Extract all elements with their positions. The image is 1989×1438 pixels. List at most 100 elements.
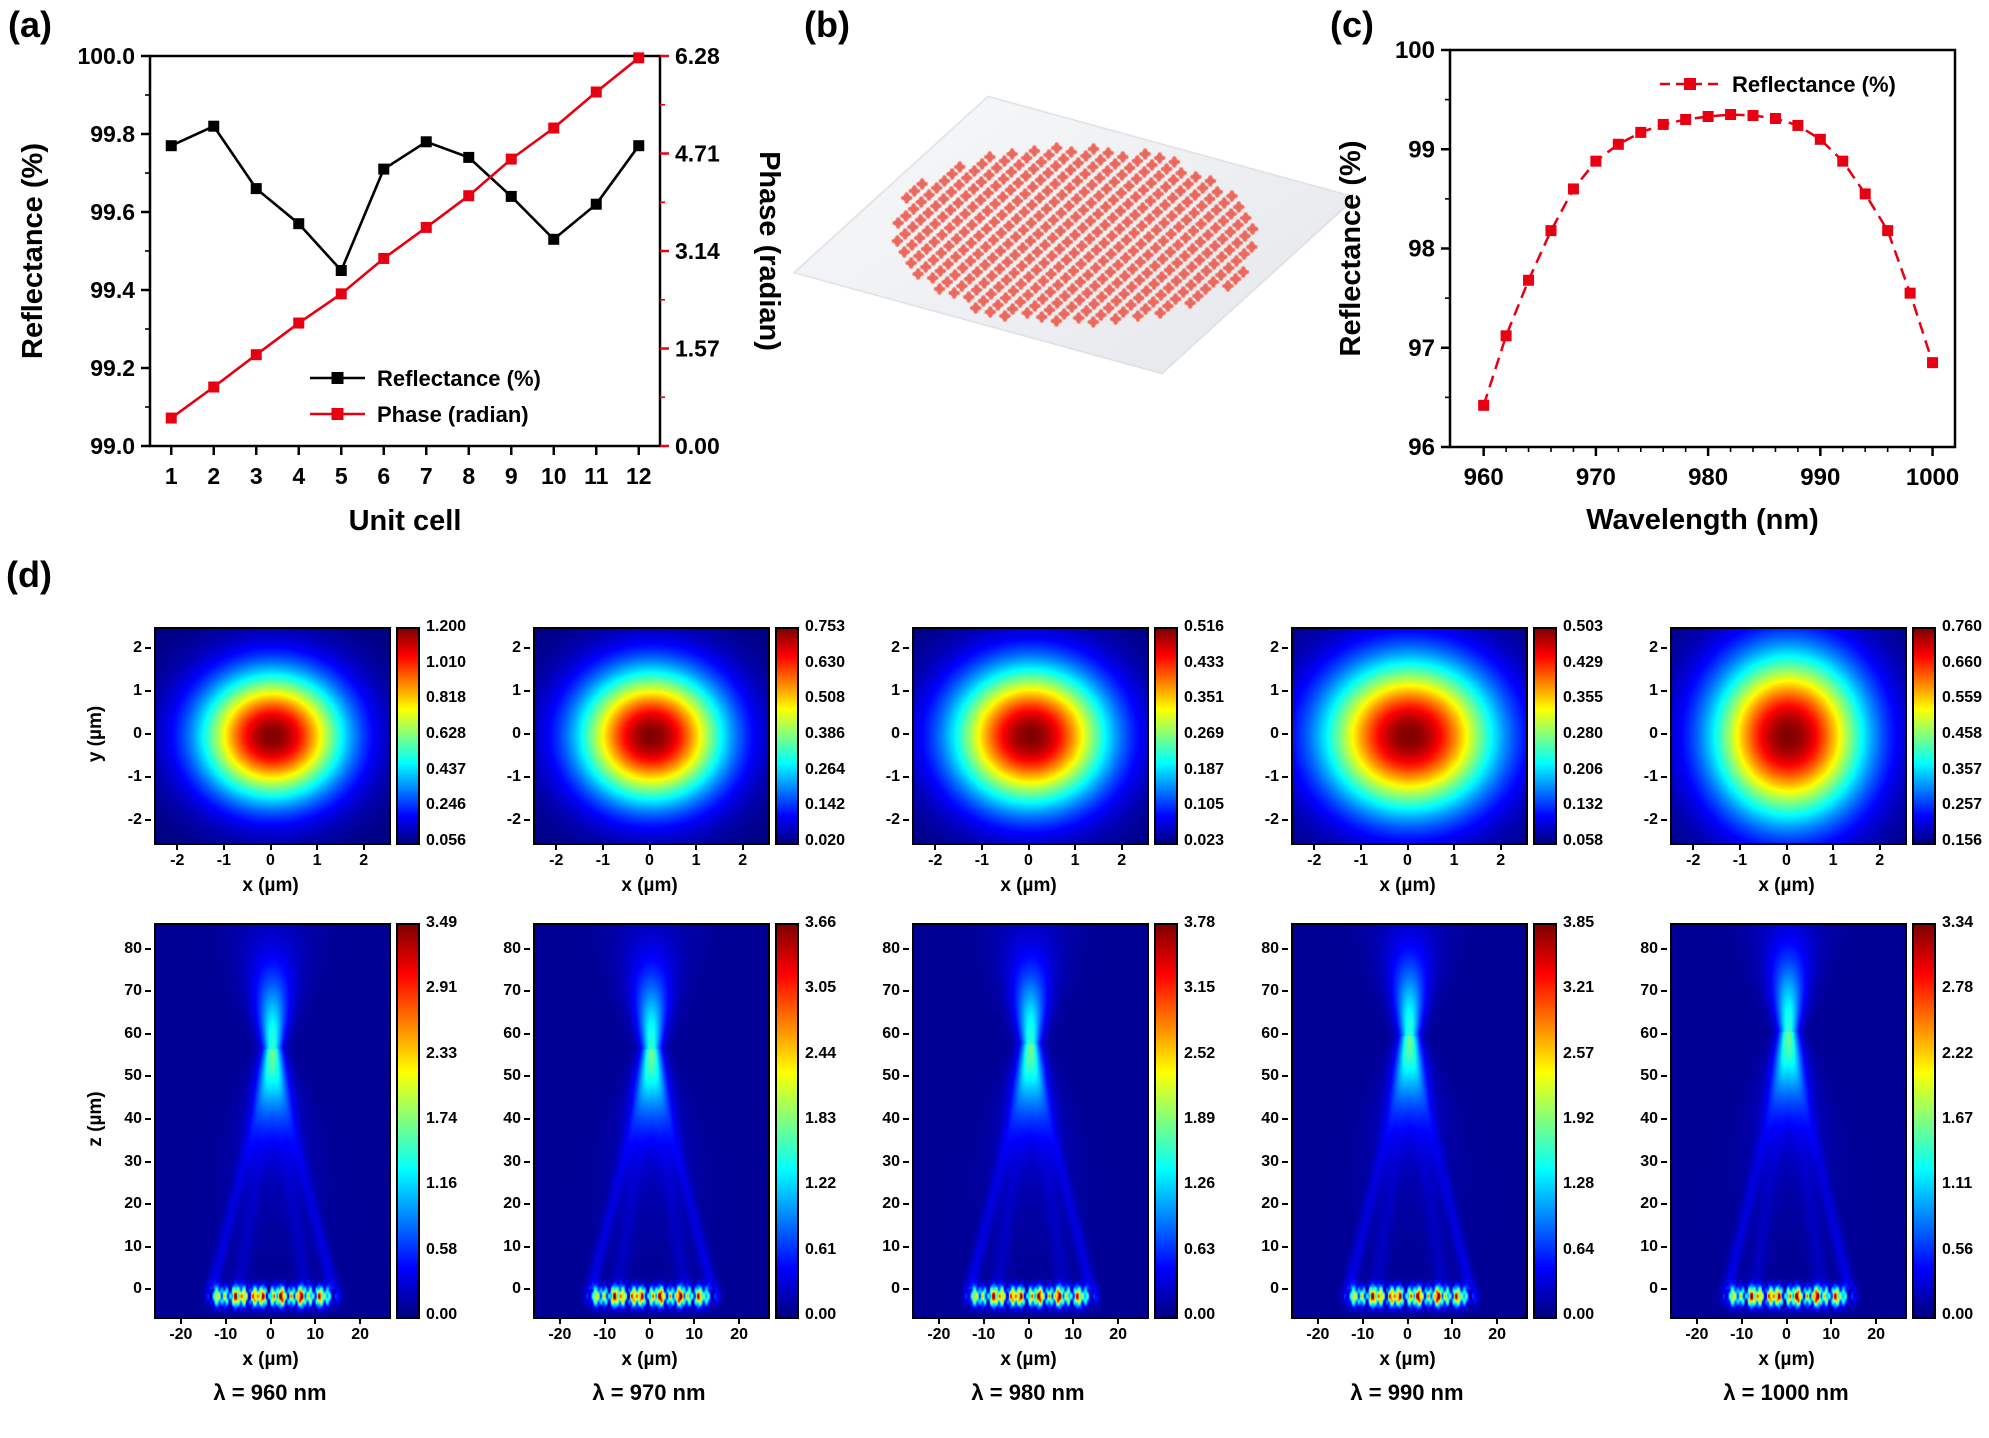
x-tick-label: -10 — [1351, 1326, 1375, 1343]
xz-colorbar — [1533, 923, 1557, 1319]
y-tick — [145, 1075, 151, 1078]
y-tick — [1661, 1203, 1667, 1206]
colorbar-tick-label: 0.508 — [805, 689, 846, 707]
colorbar-tick-label: 0.503 — [1563, 618, 1604, 635]
legend-marker — [331, 408, 344, 420]
xy-heatmap-canvas — [154, 627, 391, 845]
series-marker — [165, 412, 177, 424]
y-tick-label: 20 — [124, 1195, 142, 1213]
x-axis-tick-label: 3 — [250, 463, 263, 489]
colorbar-tick-label: 3.85 — [1563, 914, 1595, 931]
y-tick — [145, 775, 151, 778]
y-tick — [903, 1160, 909, 1163]
y-axis-tick-label: 100 — [1395, 37, 1435, 64]
y-tick-label: 10 — [1640, 1237, 1658, 1255]
x-tick-label: -10 — [214, 1326, 238, 1343]
y-tick — [1282, 1118, 1288, 1120]
plot-frame — [1448, 48, 1957, 449]
x-tick — [648, 844, 651, 850]
xz-heatmap-canvas — [912, 923, 1149, 1319]
y-tick-label: 2 — [512, 639, 521, 657]
x-tick-label: 20 — [1867, 1326, 1885, 1343]
y-tick-label: 30 — [882, 1152, 900, 1170]
x-tick — [1875, 1318, 1878, 1324]
colorbar-tick-label: 0.105 — [1184, 796, 1225, 814]
y-tick-label: 50 — [124, 1067, 142, 1085]
x-tick — [603, 1318, 606, 1324]
x-tick — [1316, 1318, 1319, 1324]
y-tick-label: -1 — [506, 767, 521, 785]
colorbar-tick-label: 0.386 — [805, 725, 846, 742]
y-tick-label: 1 — [891, 682, 900, 700]
y-tick-label: 60 — [1261, 1024, 1279, 1042]
series-marker — [1567, 183, 1579, 195]
colorbar-tick-label: 0.559 — [1942, 689, 1983, 707]
x-tick-label: -20 — [1306, 1326, 1330, 1343]
colorbar-tick-label: 0.429 — [1563, 653, 1604, 671]
colorbar-tick-label: 0.280 — [1563, 725, 1604, 742]
x-axis-label: x (µm) — [1000, 875, 1057, 896]
colorbar-tick-label: 0.132 — [1563, 796, 1604, 814]
x-tick — [1878, 844, 1881, 850]
y-tick — [1282, 1032, 1288, 1035]
heatmap-column: -2 -1 0 1 2 -2 -1 0 1 2 x (µm) 0.503 0.429 0.355 0.280… — [1233, 585, 1612, 1438]
colorbar-tick-label: 0.818 — [426, 689, 467, 707]
x-tick-label: 2 — [738, 852, 748, 869]
x-axis-label: x (µm) — [621, 1349, 678, 1370]
x-tick — [269, 1318, 272, 1324]
y-tick-label: 10 — [503, 1237, 521, 1255]
series-line — [170, 56, 640, 420]
legend-label: Reflectance (%) — [1732, 72, 1896, 97]
y-tick — [903, 1245, 909, 1248]
x-tick-label: -1 — [216, 852, 231, 869]
x-tick — [179, 1318, 182, 1324]
x-tick — [1072, 1318, 1075, 1324]
xz-heatmap-canvas — [533, 923, 770, 1319]
series-marker — [378, 252, 390, 264]
y-tick-label: 50 — [503, 1067, 521, 1085]
left-axis-tick-label: 99.4 — [90, 277, 135, 303]
y-tick-label: 30 — [1640, 1152, 1658, 1170]
x-tick-label: 0 — [1024, 1326, 1033, 1343]
series-marker — [1612, 138, 1624, 150]
colorbar-tick-label: 2.44 — [805, 1044, 837, 1062]
x-tick — [222, 844, 225, 850]
x-tick-label: 2 — [1117, 852, 1127, 869]
x-tick-label: 20 — [1488, 1326, 1506, 1343]
colorbar-tick-label: 0.156 — [1942, 832, 1983, 849]
series-marker — [293, 317, 305, 329]
colorbar-tick-label: 0.058 — [1563, 832, 1604, 849]
y-tick-label: 1 — [1649, 682, 1658, 700]
panel-c-chart: 96 97 98 99 100 960 970 980 990 1000 Reflectance (… — [1335, 37, 1959, 536]
x-axis-tick-label: 970 — [1576, 464, 1616, 491]
x-tick — [937, 1318, 940, 1324]
y-tick-label: -1 — [127, 767, 142, 785]
x-axis-label: x (µm) — [621, 875, 678, 896]
x-tick — [1451, 1318, 1454, 1324]
y-tick-label: 20 — [882, 1195, 900, 1213]
right-axis-tick-label: 6.28 — [675, 43, 720, 69]
wavelength-label: λ = 1000 nm — [1723, 1380, 1849, 1405]
x-tick — [1785, 844, 1788, 850]
y-axis-label: z (µm) — [85, 1091, 106, 1147]
wavelength-label: λ = 990 nm — [1350, 1380, 1464, 1405]
x-tick-label: 0 — [1403, 852, 1412, 869]
y-tick-label: 2 — [891, 639, 900, 657]
y-tick-label: 80 — [1640, 939, 1658, 957]
y-tick-label: -1 — [1264, 767, 1279, 785]
y-tick-label: 10 — [882, 1237, 900, 1255]
x-tick-label: -2 — [928, 852, 943, 869]
x-tick-label: -1 — [974, 852, 989, 869]
y-tick — [1282, 1075, 1288, 1078]
series-marker — [1702, 110, 1714, 122]
x-tick-label: 20 — [351, 1326, 369, 1343]
series-marker — [293, 218, 305, 230]
xy-heatmap-canvas — [533, 627, 770, 845]
colorbar-tick-label: 0.458 — [1942, 725, 1983, 742]
y-tick — [1661, 1160, 1667, 1163]
x-axis-label: x (µm) — [1758, 1349, 1815, 1370]
x-tick-label: 10 — [1064, 1326, 1083, 1343]
colorbar-tick-label: 3.21 — [1563, 979, 1595, 997]
y-tick-label: 0 — [1649, 725, 1658, 742]
colorbar-tick-label: 1.26 — [1184, 1175, 1216, 1193]
